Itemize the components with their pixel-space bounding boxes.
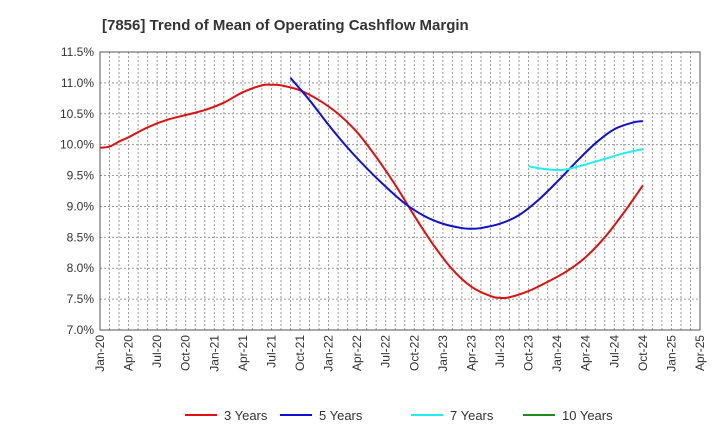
x-axis-ticks: Jan-20 Apr-20 Jul-20 Oct-20 Jan-21 Apr-21 Jul-… — [93, 335, 707, 372]
series-lines — [99, 77, 644, 300]
y-tick-label: 8.5% — [67, 230, 95, 244]
x-tick-label: Jul-24 — [607, 335, 621, 368]
y-tick-label: 7.5% — [67, 292, 95, 306]
x-tick-label: Jan-21 — [207, 335, 221, 372]
legend: 3 Years 5 Years 7 Years 10 Years — [185, 408, 613, 423]
legend-label: 10 Years — [562, 408, 613, 423]
x-tick-label: Apr-20 — [122, 335, 136, 371]
chart-title: [7856] Trend of Mean of Operating Cashfl… — [102, 17, 469, 34]
x-tick-label: Jan-24 — [550, 335, 564, 372]
x-tick-label: Jul-23 — [493, 335, 507, 368]
y-tick-label: 11.0% — [61, 76, 94, 90]
x-tick-label: Apr-21 — [236, 335, 250, 371]
legend-label: 5 Years — [319, 408, 363, 423]
y-tick-label: 10.5% — [60, 107, 94, 121]
y-tick-label: 10.0% — [60, 138, 94, 152]
x-tick-label: Oct-20 — [179, 335, 193, 371]
series-line — [99, 83, 644, 300]
y-tick-label: 7.0% — [67, 323, 95, 337]
x-tick-label: Oct-22 — [407, 335, 421, 371]
x-tick-label: Oct-21 — [293, 335, 307, 371]
y-tick-label: 8.0% — [67, 261, 95, 275]
x-tick-label: Jan-20 — [93, 335, 107, 372]
x-tick-label: Apr-23 — [464, 335, 478, 371]
y-tick-label: 9.0% — [67, 199, 95, 213]
series-line — [528, 148, 644, 172]
x-tick-label: Apr-22 — [350, 335, 364, 371]
series-line — [289, 77, 643, 230]
x-tick-label: Apr-25 — [693, 335, 707, 371]
x-tick-label: Oct-23 — [522, 335, 536, 371]
y-tick-label: 11.5% — [61, 45, 94, 59]
x-tick-label: Oct-24 — [636, 335, 650, 371]
y-tick-label: 9.5% — [67, 169, 95, 183]
legend-label: 7 Years — [450, 408, 494, 423]
x-tick-label: Jul-22 — [379, 335, 393, 368]
x-tick-label: Apr-24 — [579, 335, 593, 371]
y-axis-ticks: 7.0% 7.5% 8.0% 8.5% 9.0% 9.5% 10.0% 10.5% 11.0% 1… — [60, 45, 94, 337]
x-tick-label: Jan-23 — [436, 335, 450, 372]
plot-border — [99, 51, 701, 331]
x-tick-label: Jan-22 — [322, 335, 336, 372]
x-tick-label: Jul-20 — [150, 335, 164, 368]
x-tick-label: Jul-21 — [264, 335, 278, 368]
x-tick-label: Jan-25 — [664, 335, 678, 372]
legend-label: 3 Years — [224, 408, 268, 423]
